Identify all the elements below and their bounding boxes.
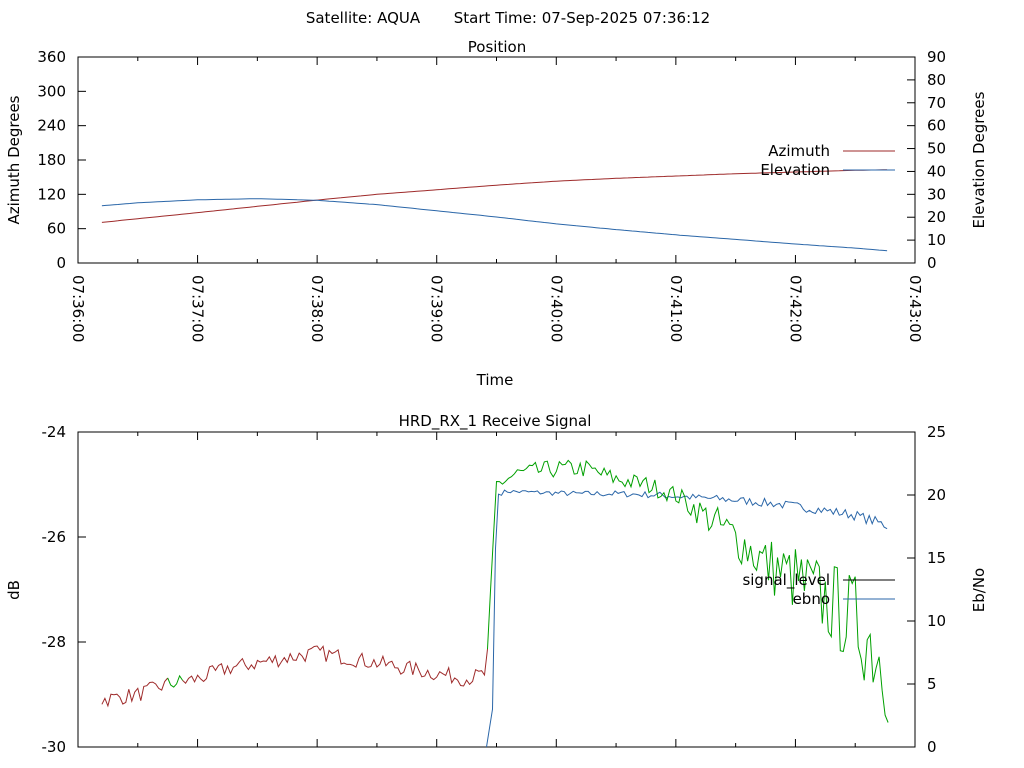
time-tick-label: 07:37:00 — [189, 275, 207, 342]
position-chart-title: Position — [468, 38, 526, 56]
position-plot-frame — [77, 56, 916, 264]
ebno-axis-label: Eb/No — [970, 568, 988, 612]
elevation-tick-label: 80 — [927, 71, 946, 89]
signal-level-series-high — [167, 459, 889, 723]
time-tick-label: 07:36:00 — [69, 275, 87, 342]
legend-azimuth-label: Azimuth — [768, 142, 830, 160]
ebno-tick-label: 5 — [927, 675, 937, 693]
azimuth-tick-label: 180 — [37, 151, 66, 169]
elevation-axis-label: Elevation Degrees — [970, 91, 988, 228]
db-axis-label: dB — [5, 580, 23, 600]
legend-ebno-label: ebno — [793, 590, 830, 608]
time-tick-label: 07:43:00 — [906, 275, 924, 342]
elevation-tick-label: 60 — [927, 117, 946, 135]
receive-signal-chart: HRD_RX_1 Receive Signal -30 -28 -26 -24 0 5 1… — [5, 412, 988, 756]
satellite-label: Satellite: AQUA — [306, 9, 421, 27]
db-tick-label: -24 — [42, 423, 67, 441]
azimuth-series-line — [101, 169, 888, 223]
time-tick-label: 07:40:00 — [547, 275, 565, 342]
signal-legend: signal_level ebno — [742, 571, 895, 608]
elevation-tick-label: 40 — [927, 162, 946, 180]
ebno-series-line — [486, 489, 888, 748]
elevation-tick-label: 10 — [927, 231, 946, 249]
elevation-tick-label: 30 — [927, 185, 946, 203]
elevation-tick-label: 70 — [927, 94, 946, 112]
azimuth-tick-label: 60 — [47, 220, 66, 238]
ebno-tick-label: 10 — [927, 612, 946, 630]
ebno-tick-label: 20 — [927, 486, 946, 504]
azimuth-tick-label: 0 — [56, 254, 66, 272]
elevation-tick-label: 50 — [927, 140, 946, 158]
azimuth-axis-label: Azimuth Degrees — [5, 95, 23, 224]
time-axis-label: Time — [476, 371, 514, 389]
db-tick-label: -26 — [42, 528, 67, 546]
elevation-tick-label: 90 — [927, 48, 946, 66]
start-time-label: Start Time: 07-Sep-2025 07:36:12 — [454, 9, 710, 27]
db-tick-label: -30 — [42, 738, 67, 756]
time-tick-label: 07:42:00 — [786, 275, 804, 342]
azimuth-tick-label: 360 — [37, 48, 66, 66]
ebno-tick-label: 15 — [927, 549, 946, 567]
legend-signal-level-label: signal_level — [742, 571, 830, 590]
azimuth-tick-label: 240 — [37, 117, 66, 135]
time-tick-label: 07:41:00 — [667, 275, 685, 342]
position-chart: Position 0 60 120 180 240 300 360 0 10 20 30 40 50 6… — [5, 38, 988, 389]
elevation-series-line — [101, 198, 888, 252]
azimuth-tick-label: 300 — [37, 82, 66, 100]
signal-level-series-low — [101, 645, 488, 708]
elevation-tick-label: 20 — [927, 208, 946, 226]
elevation-tick-label: 0 — [927, 254, 937, 272]
signal-chart-title: HRD_RX_1 Receive Signal — [399, 412, 592, 431]
time-tick-label: 07:38:00 — [308, 275, 326, 342]
time-tick-label: 07:39:00 — [428, 275, 446, 342]
azimuth-tick-label: 120 — [37, 185, 66, 203]
position-legend: Azimuth Elevation — [760, 142, 895, 179]
db-tick-label: -28 — [42, 633, 67, 651]
signal-plot-frame — [77, 431, 916, 748]
ebno-tick-label: 0 — [927, 738, 937, 756]
ebno-tick-label: 25 — [927, 423, 946, 441]
legend-elevation-label: Elevation — [760, 161, 830, 179]
